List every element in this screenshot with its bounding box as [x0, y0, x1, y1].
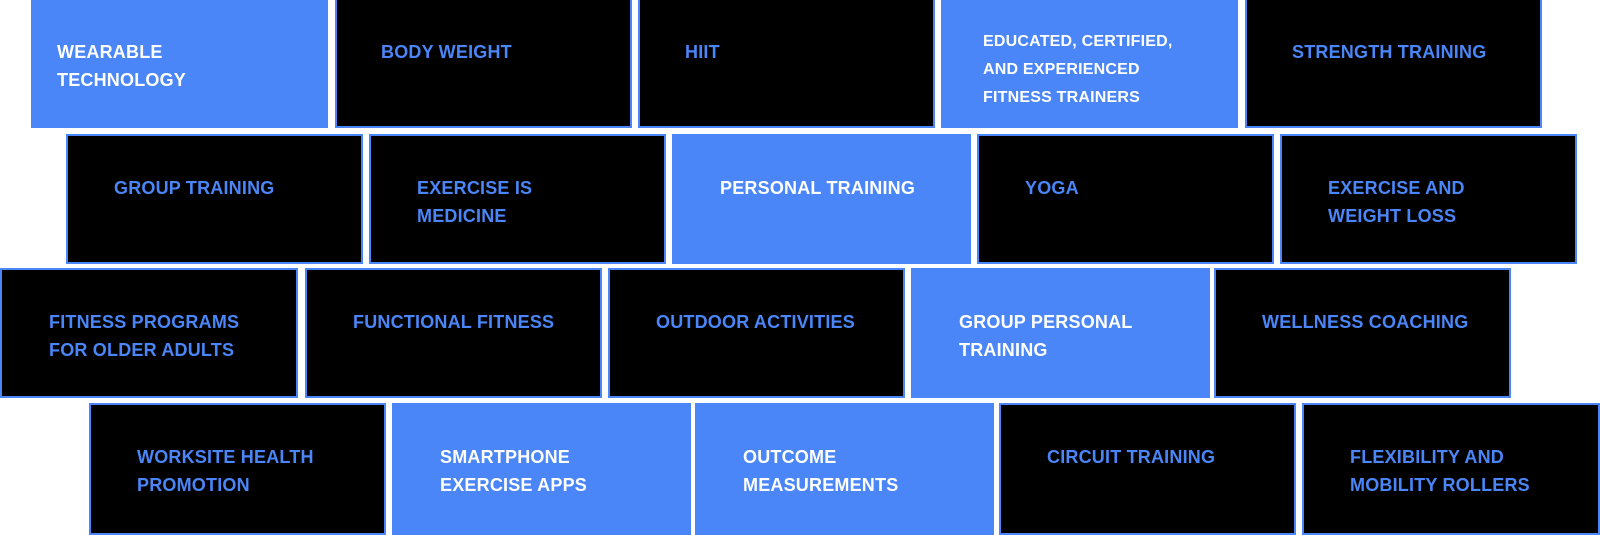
tile-hiit[interactable]: HIIT	[638, 0, 935, 128]
tile-label: STRENGTH TRAINING	[1292, 42, 1487, 62]
tile-worksite-health-promotion[interactable]: WORKSITE HEALTH PROMOTION	[89, 403, 386, 535]
tile-label: OUTDOOR ACTIVITIES	[656, 312, 855, 332]
tile-label: EXERCISE AND WEIGHT LOSS	[1328, 178, 1465, 226]
tile-exercise-is-medicine[interactable]: EXERCISE IS MEDICINE	[369, 134, 666, 264]
tile-body-weight[interactable]: BODY WEIGHT	[335, 0, 632, 128]
tile-strength-training[interactable]: STRENGTH TRAINING	[1245, 0, 1542, 128]
tile-label: GROUP PERSONAL TRAINING	[959, 312, 1133, 360]
tile-personal-training[interactable]: PERSONAL TRAINING	[672, 134, 971, 264]
tile-circuit-training[interactable]: CIRCUIT TRAINING	[999, 403, 1296, 535]
tile-label: WORKSITE HEALTH PROMOTION	[137, 447, 314, 495]
tile-label: WELLNESS COACHING	[1262, 312, 1469, 332]
tile-smartphone-exercise-apps[interactable]: SMARTPHONE EXERCISE APPS	[392, 403, 691, 535]
tile-label: CIRCUIT TRAINING	[1047, 447, 1216, 467]
tile-label: SMARTPHONE EXERCISE APPS	[440, 447, 587, 495]
tile-label: BODY WEIGHT	[381, 42, 512, 62]
tile-wellness-coaching[interactable]: WELLNESS COACHING	[1214, 268, 1511, 398]
tile-exercise-and-weight-loss[interactable]: EXERCISE AND WEIGHT LOSS	[1280, 134, 1577, 264]
tile-group-personal-training[interactable]: GROUP PERSONAL TRAINING	[911, 268, 1210, 398]
tile-outdoor-activities[interactable]: OUTDOOR ACTIVITIES	[608, 268, 905, 398]
tile-wearable-technology[interactable]: WEARABLE TECHNOLOGY	[31, 0, 328, 128]
tile-label: FUNCTIONAL FITNESS	[353, 312, 555, 332]
tile-label: OUTCOME MEASUREMENTS	[743, 447, 899, 495]
tile-label: EXERCISE IS MEDICINE	[417, 178, 533, 226]
tile-label: FLEXIBILITY AND MOBILITY ROLLERS	[1350, 447, 1530, 495]
tile-label: GROUP TRAINING	[114, 178, 275, 198]
tile-label: FITNESS PROGRAMS FOR OLDER ADULTS	[49, 312, 240, 360]
tile-label: HIIT	[685, 42, 720, 62]
tile-label: YOGA	[1025, 178, 1079, 198]
tile-label: PERSONAL TRAINING	[720, 178, 916, 198]
tile-group-training[interactable]: GROUP TRAINING	[66, 134, 363, 264]
tile-flexibility-mobility-rollers[interactable]: FLEXIBILITY AND MOBILITY ROLLERS	[1302, 403, 1600, 535]
tile-functional-fitness[interactable]: FUNCTIONAL FITNESS	[305, 268, 602, 398]
tile-outcome-measurements[interactable]: OUTCOME MEASUREMENTS	[695, 403, 994, 535]
tile-yoga[interactable]: YOGA	[977, 134, 1274, 264]
tile-label: EDUCATED, CERTIFIED, AND EXPERIENCED FIT…	[983, 33, 1173, 106]
tile-label: WEARABLE TECHNOLOGY	[57, 42, 187, 90]
tile-educated-certified-trainers[interactable]: EDUCATED, CERTIFIED, AND EXPERIENCED FIT…	[941, 0, 1238, 128]
tile-fitness-programs-older-adults[interactable]: FITNESS PROGRAMS FOR OLDER ADULTS	[0, 268, 298, 398]
